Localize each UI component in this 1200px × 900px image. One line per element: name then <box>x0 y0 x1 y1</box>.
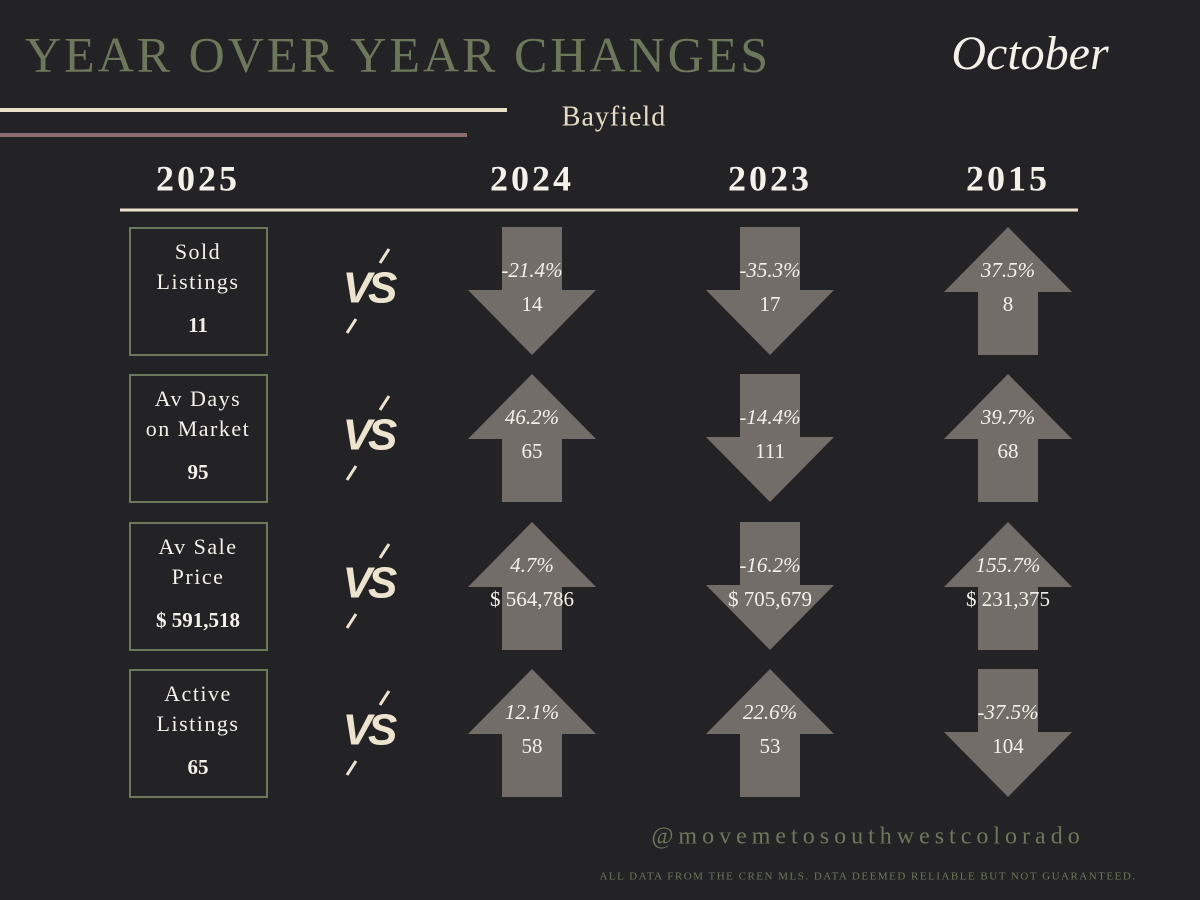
compare-value: $ 231,375 <box>966 587 1050 611</box>
vs-slash <box>345 613 358 629</box>
compare-value: 111 <box>755 439 785 463</box>
change: -37.5% <box>977 700 1038 724</box>
arrow-down <box>944 669 1072 797</box>
vs: VS <box>343 411 397 460</box>
vs-slash <box>378 543 391 559</box>
metric-label: Price <box>172 564 225 589</box>
metric-label: on Market <box>146 416 251 441</box>
vs-slash <box>345 465 358 481</box>
year-header: 2025 <box>156 158 240 198</box>
compare-value: 17 <box>760 292 781 316</box>
metric-box <box>129 669 268 798</box>
metric-label: Active <box>164 681 232 706</box>
vs-slash <box>378 690 391 706</box>
arrow-up <box>944 522 1072 650</box>
handle: @movemetosouthwestcolorado <box>651 824 1084 850</box>
metric-box <box>129 374 268 503</box>
change: -21.4% <box>501 258 562 282</box>
change: 37.5% <box>980 258 1035 282</box>
change: -14.4% <box>739 405 800 429</box>
vs-slash <box>345 760 358 776</box>
arrow-up <box>944 374 1072 502</box>
vs: VS <box>343 706 397 755</box>
arrow-up <box>468 522 596 650</box>
vs-slash <box>378 395 391 411</box>
month: October <box>951 27 1109 80</box>
metric-label: Sold <box>175 239 221 264</box>
compare-value: 104 <box>992 734 1024 758</box>
year-header: 2023 <box>728 158 812 198</box>
location: Bayfield <box>562 101 666 132</box>
change: 4.7% <box>510 553 554 577</box>
change: -35.3% <box>739 258 800 282</box>
vs: VS <box>343 264 397 313</box>
change: 46.2% <box>505 405 559 429</box>
metric-value: 95 <box>188 460 209 484</box>
compare-value: $ 564,786 <box>490 587 574 611</box>
arrow-up <box>468 374 596 502</box>
compare-value: 68 <box>998 439 1019 463</box>
change: 39.7% <box>980 405 1035 429</box>
metric-value: 65 <box>188 755 209 779</box>
change: 12.1% <box>505 700 559 724</box>
compare-value: 58 <box>522 734 543 758</box>
metric-label: Listings <box>157 269 240 294</box>
change: 22.6% <box>743 700 797 724</box>
metric-value: 11 <box>188 313 208 337</box>
title: YEAR OVER YEAR CHANGES <box>25 26 771 82</box>
metric-label: Listings <box>157 711 240 736</box>
arrow-down <box>706 374 834 502</box>
arrow-up <box>706 669 834 797</box>
metric-label: Av Days <box>155 386 241 411</box>
compare-value: $ 705,679 <box>728 587 812 611</box>
compare-value: 8 <box>1003 292 1014 316</box>
metric-box <box>129 522 268 651</box>
metric-box <box>129 227 268 356</box>
arrow-down <box>706 227 834 355</box>
year-header: 2015 <box>966 158 1050 198</box>
metric-label: Av Sale <box>158 534 237 559</box>
vs-slash <box>345 318 358 334</box>
arrow-down <box>468 227 596 355</box>
arrow-up <box>944 227 1072 355</box>
vs-slash <box>378 248 391 264</box>
compare-value: 65 <box>522 439 543 463</box>
change: 155.7% <box>976 553 1041 577</box>
arrow-up <box>468 669 596 797</box>
compare-value: 14 <box>522 292 544 316</box>
vs: VS <box>343 559 397 608</box>
year-header: 2024 <box>490 158 574 198</box>
metric-value: $ 591,518 <box>156 608 240 632</box>
arrow-down <box>706 522 834 650</box>
compare-value: 53 <box>760 734 781 758</box>
disclaimer: ALL DATA FROM THE CREN MLS. DATA DEEMED … <box>599 871 1136 883</box>
change: -16.2% <box>739 553 800 577</box>
